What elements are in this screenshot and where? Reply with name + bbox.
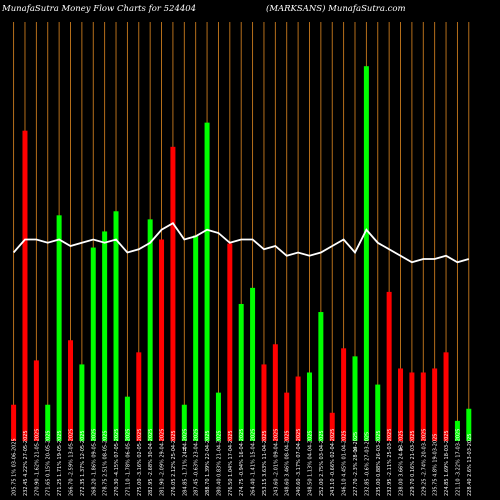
x-tick-label: 229.25 -2.74% 20-03-2025 (421, 429, 427, 496)
money-flow-bar (432, 368, 438, 441)
average-line (12, 222, 470, 264)
money-flow-bar (352, 356, 358, 441)
x-tick-label: 243.10 -0.66% 02-04-2025 (330, 429, 336, 496)
chart-title-right: (MARKSANS) MunafaSutra.com (266, 4, 406, 14)
money-flow-bar (272, 344, 278, 441)
x-tick-label: 275.00 -3.16% 02-05-2025 (137, 429, 143, 496)
money-flow-bar (295, 376, 301, 441)
money-flow-bar (409, 372, 415, 441)
x-tick-label: 246.10 4.45% 01-04-2025 (342, 430, 348, 496)
money-flow-bar (363, 66, 369, 442)
x-tick-label: 288.70 1.39% 22-04-2025 (205, 430, 211, 496)
money-flow-bar (454, 420, 460, 441)
money-flow-bar (33, 360, 39, 441)
money-flow-bar (318, 312, 324, 441)
x-tick-label: 282.95 -2.68% 30-04-2025 (148, 429, 154, 496)
money-flow-bar (147, 219, 153, 441)
money-flow-bar (90, 247, 96, 441)
signal-flag: H (183, 447, 187, 453)
money-flow-bar (329, 412, 335, 441)
x-tick-label: 232.45 4.22% 27-05-2025 (23, 430, 29, 496)
money-flow-bar (170, 146, 176, 441)
money-flow-bar (136, 352, 142, 441)
x-tick-label: 264.40 -1.41% 15-04-2025 (251, 429, 257, 496)
money-flow-bar (102, 231, 108, 441)
money-flow-bar (113, 211, 119, 441)
money-flow-bar (375, 384, 381, 441)
x-tick-label: 271.65 0.15% 20-05-2025 (46, 430, 52, 496)
money-flow-bar (193, 235, 199, 441)
x-tick-label: 280.40 0.83% 21-04-2025 (216, 430, 222, 496)
x-tick-label: 276.05 2.12% 25-04-2025 (171, 430, 177, 496)
money-flow-bar (238, 303, 244, 441)
x-tick-label: 232.95 -2.11% 25-03-2025 (387, 429, 393, 496)
money-flow-bar (79, 364, 85, 441)
x-tick-label: 229.70 0.16% 21-03-2025 (410, 430, 416, 496)
money-flow-bar (227, 243, 233, 441)
signal-flag: A (399, 447, 403, 453)
x-tick-label: 270.90 -1.62% 21-05-2025 (34, 429, 40, 496)
x-tick-label: 274.75 -0.94% 16-04-2025 (239, 429, 245, 496)
x-tick-label: 270.30 -4.15% 07-05-2025 (114, 429, 120, 496)
x-tick-label: 281.90 -2.09% 29-04-2025 (160, 429, 166, 496)
chart-header: MunafaSutra Money Flow Charts for 524404… (0, 2, 500, 18)
x-tick-label: 228.40 2.6% 13-03-2025 (467, 434, 473, 496)
money-flow-bar (56, 215, 62, 441)
money-flow-bar (215, 392, 221, 441)
x-tick-label: 276.50 1.04% 17-04-2025 (228, 430, 234, 496)
money-flow-bar (386, 291, 392, 441)
money-flow-bar (181, 404, 187, 441)
x-tick-label: 287.45 -0.63% 23-04-2025 (194, 429, 200, 496)
x-tick-label: 243.60 -2.01% 09-04-2025 (273, 429, 279, 496)
money-flow-bar (124, 396, 130, 441)
x-tick-label: 284.85 -1.71% 24-04-2025 (182, 429, 188, 496)
money-flow-bar (159, 239, 165, 441)
x-tick-label: 248.50 1.13% 04-04-2025 (307, 430, 313, 496)
x-tick-label: 235.00 0.88% 26-03-2025 (376, 430, 382, 496)
money-flow-bar (68, 340, 73, 441)
x-tick-label: 205.75 1% 03-06-2025 (12, 438, 18, 496)
money-flow-bar (420, 372, 426, 441)
x-tick-label: 221.10 -3.22% 17-03-2025 (455, 429, 461, 496)
x-tick-label: 272.35 1.37% 12-05-2025 (80, 430, 86, 496)
signal-flag: A (354, 447, 358, 453)
x-tick-label: 248.60 3.46% 08-04-2025 (285, 430, 291, 496)
money-flow-bar (11, 404, 17, 441)
money-flow-bar (261, 364, 267, 441)
money-flow-bar (443, 352, 449, 441)
x-tick-label: 271.25 1.71% 19-05-2025 (57, 430, 63, 496)
money-flow-bar (45, 404, 51, 441)
x-tick-label: 253.15 3.63% 11-04-2025 (262, 430, 268, 496)
money-flow-bar (398, 368, 404, 441)
x-tick-label: 271.10 -1.78% 06-05-2025 (125, 429, 131, 496)
money-flow-bar (341, 348, 347, 441)
money-flow-bar (22, 130, 28, 441)
x-tick-label: 227.70 -2.3% 28-03-2025 (353, 432, 359, 496)
money-flow-bar (466, 408, 472, 441)
x-tick-label: 235.75 4.8% 19-03-2025 (433, 434, 439, 496)
money-flow-bar (306, 372, 312, 441)
x-tick-label: 266.70 -2.59% 13-05-2025 (69, 429, 75, 496)
x-tick-label: 252.00 2.75% 03-04-2025 (319, 430, 325, 496)
chart-title-left: MunafaSutra Money Flow Charts for 524404 (2, 4, 197, 14)
x-tick-label: 224.85 1.69% 18-03-2025 (444, 430, 450, 496)
x-tick-label: 240.60 -3.17% 07-04-2025 (296, 429, 302, 496)
money-flow-bar (250, 287, 256, 441)
x-tick-label: 238.00 3.66% 24-03-2025 (399, 430, 405, 496)
x-tick-label: 232.85 -0.6% 27-03-2025 (364, 432, 370, 496)
x-tick-label: 278.75 2.51% 08-05-2025 (103, 430, 109, 496)
x-tick-label: 268.20 -1.86% 09-05-2025 (91, 429, 97, 496)
money-flow-bar (204, 122, 210, 441)
money-flow-bar (284, 392, 290, 441)
